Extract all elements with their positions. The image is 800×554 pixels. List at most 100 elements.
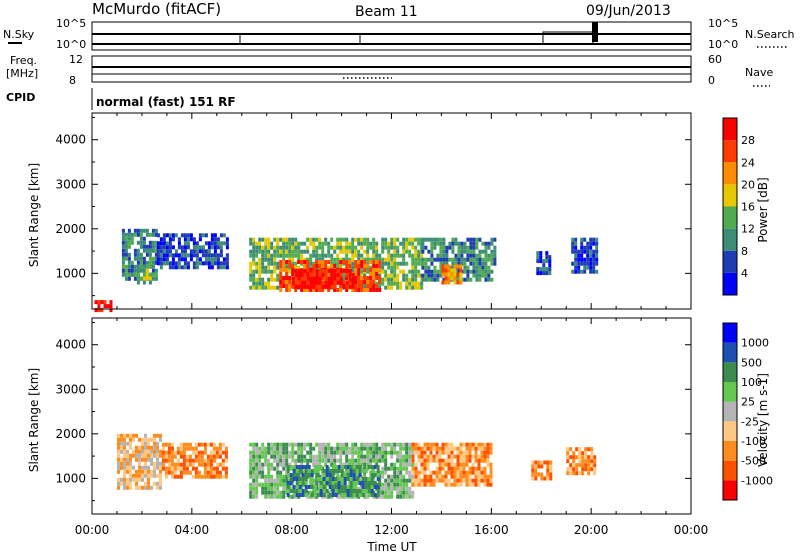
velocity-echo-cell: [325, 469, 329, 473]
power-echo-cell: [285, 284, 289, 288]
velocity-echo-cell: [132, 477, 135, 482]
velocity-echo-cell: [185, 454, 189, 459]
power-echo-cell: [577, 261, 581, 266]
velocity-echo-cell: [358, 489, 362, 493]
power-echo-cell: [165, 233, 169, 238]
velocity-echo-cell: [417, 450, 421, 455]
velocity-echo-cell: [465, 458, 469, 463]
velocity-echo-cell: [276, 458, 280, 463]
power-echo-cell: [249, 241, 253, 246]
velocity-echo-cell: [352, 493, 356, 497]
velocity-echo-cell: [144, 437, 147, 442]
power-echo-cell: [577, 253, 581, 258]
velocity-echo-cell: [267, 474, 271, 479]
power-echo-cell: [285, 280, 289, 284]
power-echo-cell: [577, 257, 581, 262]
velocity-echo-cell: [370, 465, 374, 469]
power-echo-cell: [255, 245, 259, 250]
velocity-echo-cell: [370, 477, 374, 481]
velocity-echo-cell: [566, 451, 570, 456]
power-echo-cell: [133, 276, 137, 281]
power-echo-cell: [177, 253, 181, 258]
power-echo-cell: [264, 257, 268, 262]
power-echo-cell: [366, 284, 370, 288]
velocity-echo-cell: [313, 469, 317, 473]
power-echo-cell: [139, 252, 143, 257]
power-echo-cell: [357, 253, 361, 258]
power-echo-cell: [436, 237, 440, 242]
velocity-colorbar-segment: [723, 323, 737, 343]
velocity-echo-cell: [312, 454, 316, 459]
velocity-echo-cell: [191, 466, 195, 471]
velocity-echo-cell: [438, 454, 442, 459]
velocity-echo-cell: [203, 474, 207, 479]
velocity-echo-cell: [489, 462, 493, 467]
power-echo-region: [136, 264, 152, 285]
power-echo-cell: [475, 253, 479, 258]
power-echo-cell: [148, 256, 152, 261]
power-echo-cell: [154, 248, 158, 253]
power-echo-cell: [294, 272, 298, 277]
velocity-echo-cell: [215, 470, 219, 475]
velocity-echo-cell: [447, 478, 451, 483]
velocity-echo-cell: [486, 458, 490, 463]
power-echo-cell: [133, 228, 137, 233]
power-echo-cell: [396, 261, 400, 266]
power-echo-cell: [378, 273, 382, 278]
velocity-echo-cell: [432, 454, 436, 459]
velocity-echo-cell: [159, 461, 162, 466]
power-echo-cell: [574, 257, 578, 262]
velocity-echo-cell: [396, 454, 400, 459]
velocity-echo-cell: [267, 442, 271, 447]
power-echo-cell: [154, 252, 158, 257]
power-echo-cell: [276, 285, 280, 290]
freq-right-tick-bottom: 0: [708, 74, 715, 87]
power-echo-cell: [291, 253, 295, 258]
velocity-echo-cell: [393, 474, 397, 479]
power-echo-cell: [351, 265, 355, 270]
velocity-echo-cell: [343, 489, 347, 493]
velocity-echo-cell: [249, 442, 253, 447]
power-echo-cell: [444, 272, 448, 277]
power-echo-cell: [375, 268, 379, 272]
velocity-echo-cell: [252, 490, 256, 495]
velocity-echo-cell: [578, 463, 582, 468]
velocity-echo-cell: [276, 450, 280, 455]
velocity-echo-cell: [402, 458, 406, 463]
velocity-echo-cell: [212, 450, 216, 455]
velocity-echo-cell: [471, 482, 475, 487]
velocity-echo-cell: [270, 462, 274, 467]
power-echo-cell: [453, 272, 457, 277]
power-echo-cell: [592, 265, 596, 270]
power-echo-cell: [192, 241, 196, 246]
power-echo-cell: [174, 265, 178, 270]
velocity-echo-cell: [390, 450, 394, 455]
velocity-echo-cell: [319, 493, 323, 497]
power-echo-cell: [151, 244, 155, 249]
velocity-echo-cell: [218, 454, 222, 459]
power-echo-cell: [414, 285, 418, 290]
power-echo-cell: [255, 285, 259, 290]
power-echo-cell: [273, 265, 277, 270]
power-echo-cell: [154, 260, 158, 265]
power-echo-cell: [457, 277, 461, 282]
power-echo-cell: [384, 241, 388, 246]
power-echo-cell: [297, 245, 301, 250]
velocity-echo-cell: [218, 462, 222, 467]
power-echo-cell: [315, 249, 319, 254]
power-echo-cell: [571, 245, 575, 250]
power-echo-cell: [318, 257, 322, 262]
power-echo-cell: [210, 241, 214, 246]
velocity-echo-cell: [355, 469, 359, 473]
velocity-echo-cell: [292, 469, 296, 473]
power-echo-cell: [439, 241, 443, 246]
power-echo-cell: [463, 261, 467, 266]
velocity-echo-cell: [471, 478, 475, 483]
power-echo-cell: [145, 272, 149, 277]
velocity-echo-cell: [117, 433, 120, 438]
power-echo-cell: [487, 241, 491, 246]
velocity-echo-cell: [321, 454, 325, 459]
power-echo-cell: [442, 245, 446, 250]
velocity-echo-cell: [569, 447, 573, 452]
velocity-echo-cell: [123, 465, 126, 470]
